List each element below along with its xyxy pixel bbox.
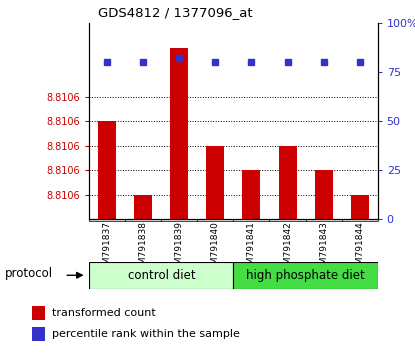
Bar [161, 219, 198, 222]
Bar [305, 219, 342, 222]
Bar [98, 121, 116, 219]
Bar [125, 219, 161, 222]
Text: GDS4812 / 1377096_at: GDS4812 / 1377096_at [98, 6, 252, 19]
Text: control diet: control diet [127, 269, 195, 282]
Bar [315, 170, 332, 219]
Text: percentile rank within the sample: percentile rank within the sample [52, 329, 240, 339]
Bar [32, 327, 45, 341]
Bar [32, 306, 45, 320]
Bar [170, 47, 188, 219]
Bar [242, 170, 261, 219]
Bar [342, 219, 378, 222]
Text: high phosphate diet: high phosphate diet [246, 269, 365, 282]
Text: transformed count: transformed count [52, 308, 156, 318]
Bar [89, 262, 233, 289]
Bar [89, 219, 125, 222]
Bar [198, 219, 233, 222]
Bar [206, 146, 225, 219]
Bar [134, 195, 152, 219]
Bar [269, 219, 305, 222]
Bar [233, 262, 378, 289]
Bar [233, 219, 269, 222]
Text: protocol: protocol [5, 267, 53, 280]
Bar [278, 146, 297, 219]
Bar [351, 195, 369, 219]
